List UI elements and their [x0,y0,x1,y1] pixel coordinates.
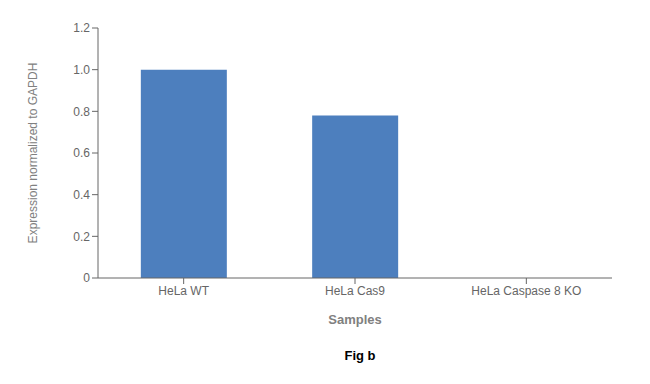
svg-text:Samples: Samples [328,312,381,327]
svg-text:Expression normalized to GAPDH: Expression normalized to GAPDH [26,63,40,244]
svg-text:1.0: 1.0 [73,63,90,77]
svg-text:0: 0 [83,271,90,285]
svg-text:0.8: 0.8 [73,105,90,119]
svg-text:HeLa WT: HeLa WT [158,284,209,298]
svg-text:HeLa Caspase 8 KO: HeLa Caspase 8 KO [471,284,581,298]
svg-text:0.4: 0.4 [73,188,90,202]
svg-text:1.2: 1.2 [73,21,90,35]
svg-text:HeLa Cas9: HeLa Cas9 [325,284,385,298]
html-text:Fig b: Fig b [344,348,376,363]
svg-text:0.6: 0.6 [73,146,90,160]
svg-text:0.2: 0.2 [73,230,90,244]
